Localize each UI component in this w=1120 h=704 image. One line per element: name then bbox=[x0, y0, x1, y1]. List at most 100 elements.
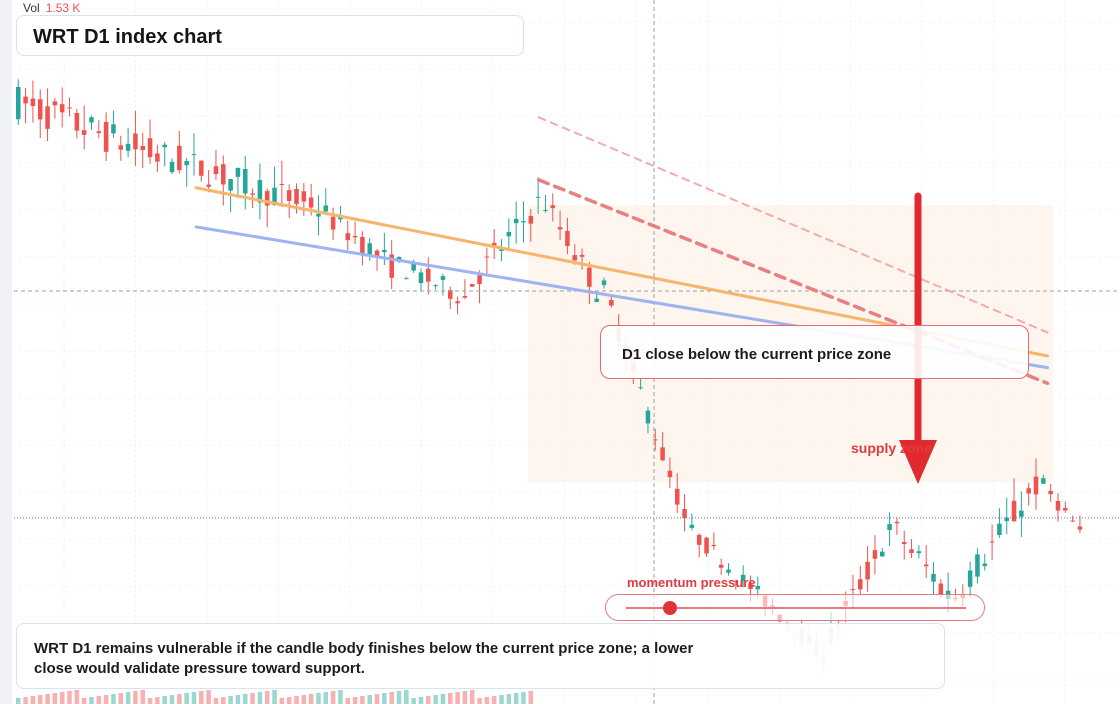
momentum-track bbox=[626, 607, 966, 609]
candle bbox=[689, 513, 695, 531]
candle bbox=[23, 87, 28, 124]
candle bbox=[455, 296, 460, 315]
supply-zone-label: supply zone bbox=[851, 440, 932, 456]
volume-bar bbox=[426, 696, 431, 704]
candle bbox=[1063, 501, 1068, 513]
candle bbox=[360, 231, 365, 266]
candle bbox=[235, 167, 241, 198]
candle bbox=[389, 240, 394, 290]
volume-bar bbox=[374, 694, 380, 704]
candle bbox=[865, 546, 870, 592]
candle bbox=[733, 579, 739, 590]
volume-bar bbox=[338, 690, 343, 704]
candle bbox=[1011, 478, 1017, 522]
candle bbox=[118, 135, 124, 161]
candle bbox=[521, 201, 526, 243]
volume-bar bbox=[177, 694, 182, 704]
volume-bar bbox=[264, 691, 270, 704]
candle bbox=[52, 98, 58, 119]
candle bbox=[565, 218, 570, 255]
volume-bar bbox=[411, 698, 416, 704]
volume-bar bbox=[491, 696, 497, 704]
volume-bar bbox=[250, 693, 255, 704]
candle bbox=[513, 201, 519, 244]
candle bbox=[37, 89, 43, 138]
volume-bar bbox=[184, 693, 189, 704]
volume-bar bbox=[118, 693, 124, 704]
candle bbox=[345, 220, 351, 250]
candle bbox=[1026, 482, 1031, 506]
momentum-knob[interactable] bbox=[662, 601, 677, 615]
volume-bar bbox=[147, 698, 153, 704]
volume-bar bbox=[16, 698, 21, 704]
candle bbox=[133, 110, 138, 166]
volume-bar bbox=[455, 692, 460, 704]
volume-bar bbox=[528, 691, 534, 704]
candle bbox=[989, 524, 995, 561]
volume-value: 1.53 K bbox=[45, 1, 81, 15]
volume-bar bbox=[111, 694, 116, 704]
volume-bar bbox=[89, 697, 94, 704]
candle bbox=[206, 170, 211, 193]
candle bbox=[96, 120, 102, 139]
candle bbox=[59, 87, 65, 128]
analysis-note: WRT D1 remains vulnerable if the candle … bbox=[16, 623, 945, 689]
volume-bar bbox=[103, 695, 109, 704]
volume-readout: Vol 1.53 K bbox=[23, 1, 80, 15]
candle bbox=[653, 428, 658, 451]
candle bbox=[528, 208, 534, 242]
volume-bar bbox=[162, 696, 167, 704]
candle bbox=[535, 177, 541, 214]
candle bbox=[726, 563, 731, 576]
volume-bar bbox=[396, 691, 402, 704]
candle bbox=[491, 229, 497, 260]
candle bbox=[587, 261, 592, 305]
volume-bar bbox=[52, 693, 58, 704]
left-axis-strip bbox=[0, 0, 12, 704]
volume-bar bbox=[140, 690, 146, 704]
volume-bar bbox=[360, 696, 365, 704]
candle bbox=[1055, 493, 1061, 522]
candle bbox=[440, 273, 446, 296]
candle bbox=[286, 184, 292, 219]
candle bbox=[279, 160, 285, 208]
volume-bar bbox=[213, 698, 219, 704]
volume-bar bbox=[404, 690, 409, 704]
volume-bar bbox=[257, 692, 263, 704]
volume-bar bbox=[316, 693, 321, 704]
candle bbox=[67, 97, 72, 117]
candle bbox=[740, 565, 746, 588]
candle bbox=[374, 249, 380, 271]
volume-bar bbox=[484, 697, 490, 704]
candle bbox=[879, 547, 885, 557]
candle bbox=[382, 232, 387, 265]
candle bbox=[909, 538, 914, 559]
candle bbox=[301, 183, 307, 217]
momentum-slider[interactable] bbox=[605, 594, 985, 621]
candle bbox=[579, 248, 585, 270]
candle bbox=[81, 105, 87, 150]
candle bbox=[418, 268, 424, 291]
candle bbox=[264, 188, 270, 228]
candle bbox=[147, 119, 153, 164]
candle bbox=[1033, 458, 1039, 510]
volume-bar bbox=[521, 692, 526, 704]
candle bbox=[330, 207, 336, 241]
volume-bar bbox=[221, 697, 226, 704]
candle bbox=[711, 532, 717, 550]
volume-bar bbox=[199, 691, 204, 704]
volume-bar bbox=[330, 691, 336, 704]
volume-bar bbox=[242, 694, 248, 704]
candle bbox=[682, 494, 687, 532]
volume-bar bbox=[308, 694, 314, 704]
candle bbox=[887, 512, 892, 546]
candle bbox=[111, 110, 116, 138]
callout-text: D1 close below the current price zone bbox=[622, 346, 892, 363]
volume-bar bbox=[279, 698, 285, 704]
candle bbox=[16, 79, 21, 125]
candle bbox=[755, 576, 761, 598]
candle bbox=[316, 195, 321, 236]
candle bbox=[1004, 497, 1009, 535]
candle bbox=[660, 432, 665, 462]
candle bbox=[718, 558, 724, 576]
